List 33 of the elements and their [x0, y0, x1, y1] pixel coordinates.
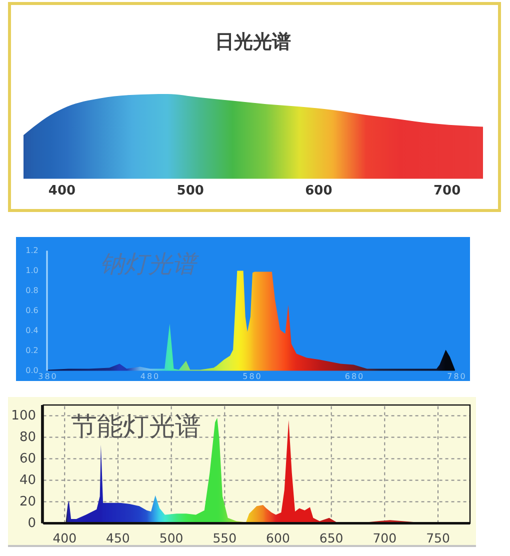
x-tick-label: 500 [159, 530, 184, 546]
chart-title: 钠灯光谱 [100, 250, 199, 278]
x-tick-label: 750 [426, 530, 450, 546]
x-tick-label: 600 [305, 184, 332, 198]
x-tick-label: 650 [319, 530, 344, 546]
y-tick-label: 100 [11, 408, 36, 424]
x-tick-label: 700 [372, 530, 397, 546]
x-tick-label: 600 [266, 530, 290, 546]
chart-title: 节能灯光谱 [71, 412, 201, 442]
x-tick-label: 580 [242, 372, 262, 381]
y-tick-label: 0.2 [26, 346, 38, 356]
x-tick-label: 550 [212, 530, 237, 546]
y-tick-label: 0 [28, 516, 36, 531]
y-tick-label: 0.4 [26, 326, 38, 336]
x-tick-label: 680 [344, 372, 365, 381]
x-tick-label: 780 [447, 372, 467, 381]
x-tick-label: 400 [48, 184, 76, 198]
chart-title: 日光光谱 [215, 31, 291, 53]
x-tick-label: 400 [52, 530, 77, 546]
y-tick-label: 80 [19, 430, 36, 445]
y-tick-label: 60 [19, 451, 36, 466]
y-tick-label: 0.6 [26, 306, 38, 316]
x-tick-label: 500 [176, 184, 204, 198]
x-tick-label: 700 [433, 184, 461, 198]
y-tick-label: 0.0 [26, 366, 38, 376]
y-tick-label: 1.2 [26, 246, 38, 256]
x-tick-label: 480 [140, 372, 160, 381]
y-tick-label: 1.0 [26, 266, 38, 276]
y-tick-label: 0.8 [26, 286, 38, 296]
x-tick-label: 450 [106, 530, 130, 546]
x-tick-label: 380 [38, 372, 58, 381]
y-tick-label: 40 [19, 472, 36, 488]
y-tick-label: 20 [19, 494, 36, 510]
